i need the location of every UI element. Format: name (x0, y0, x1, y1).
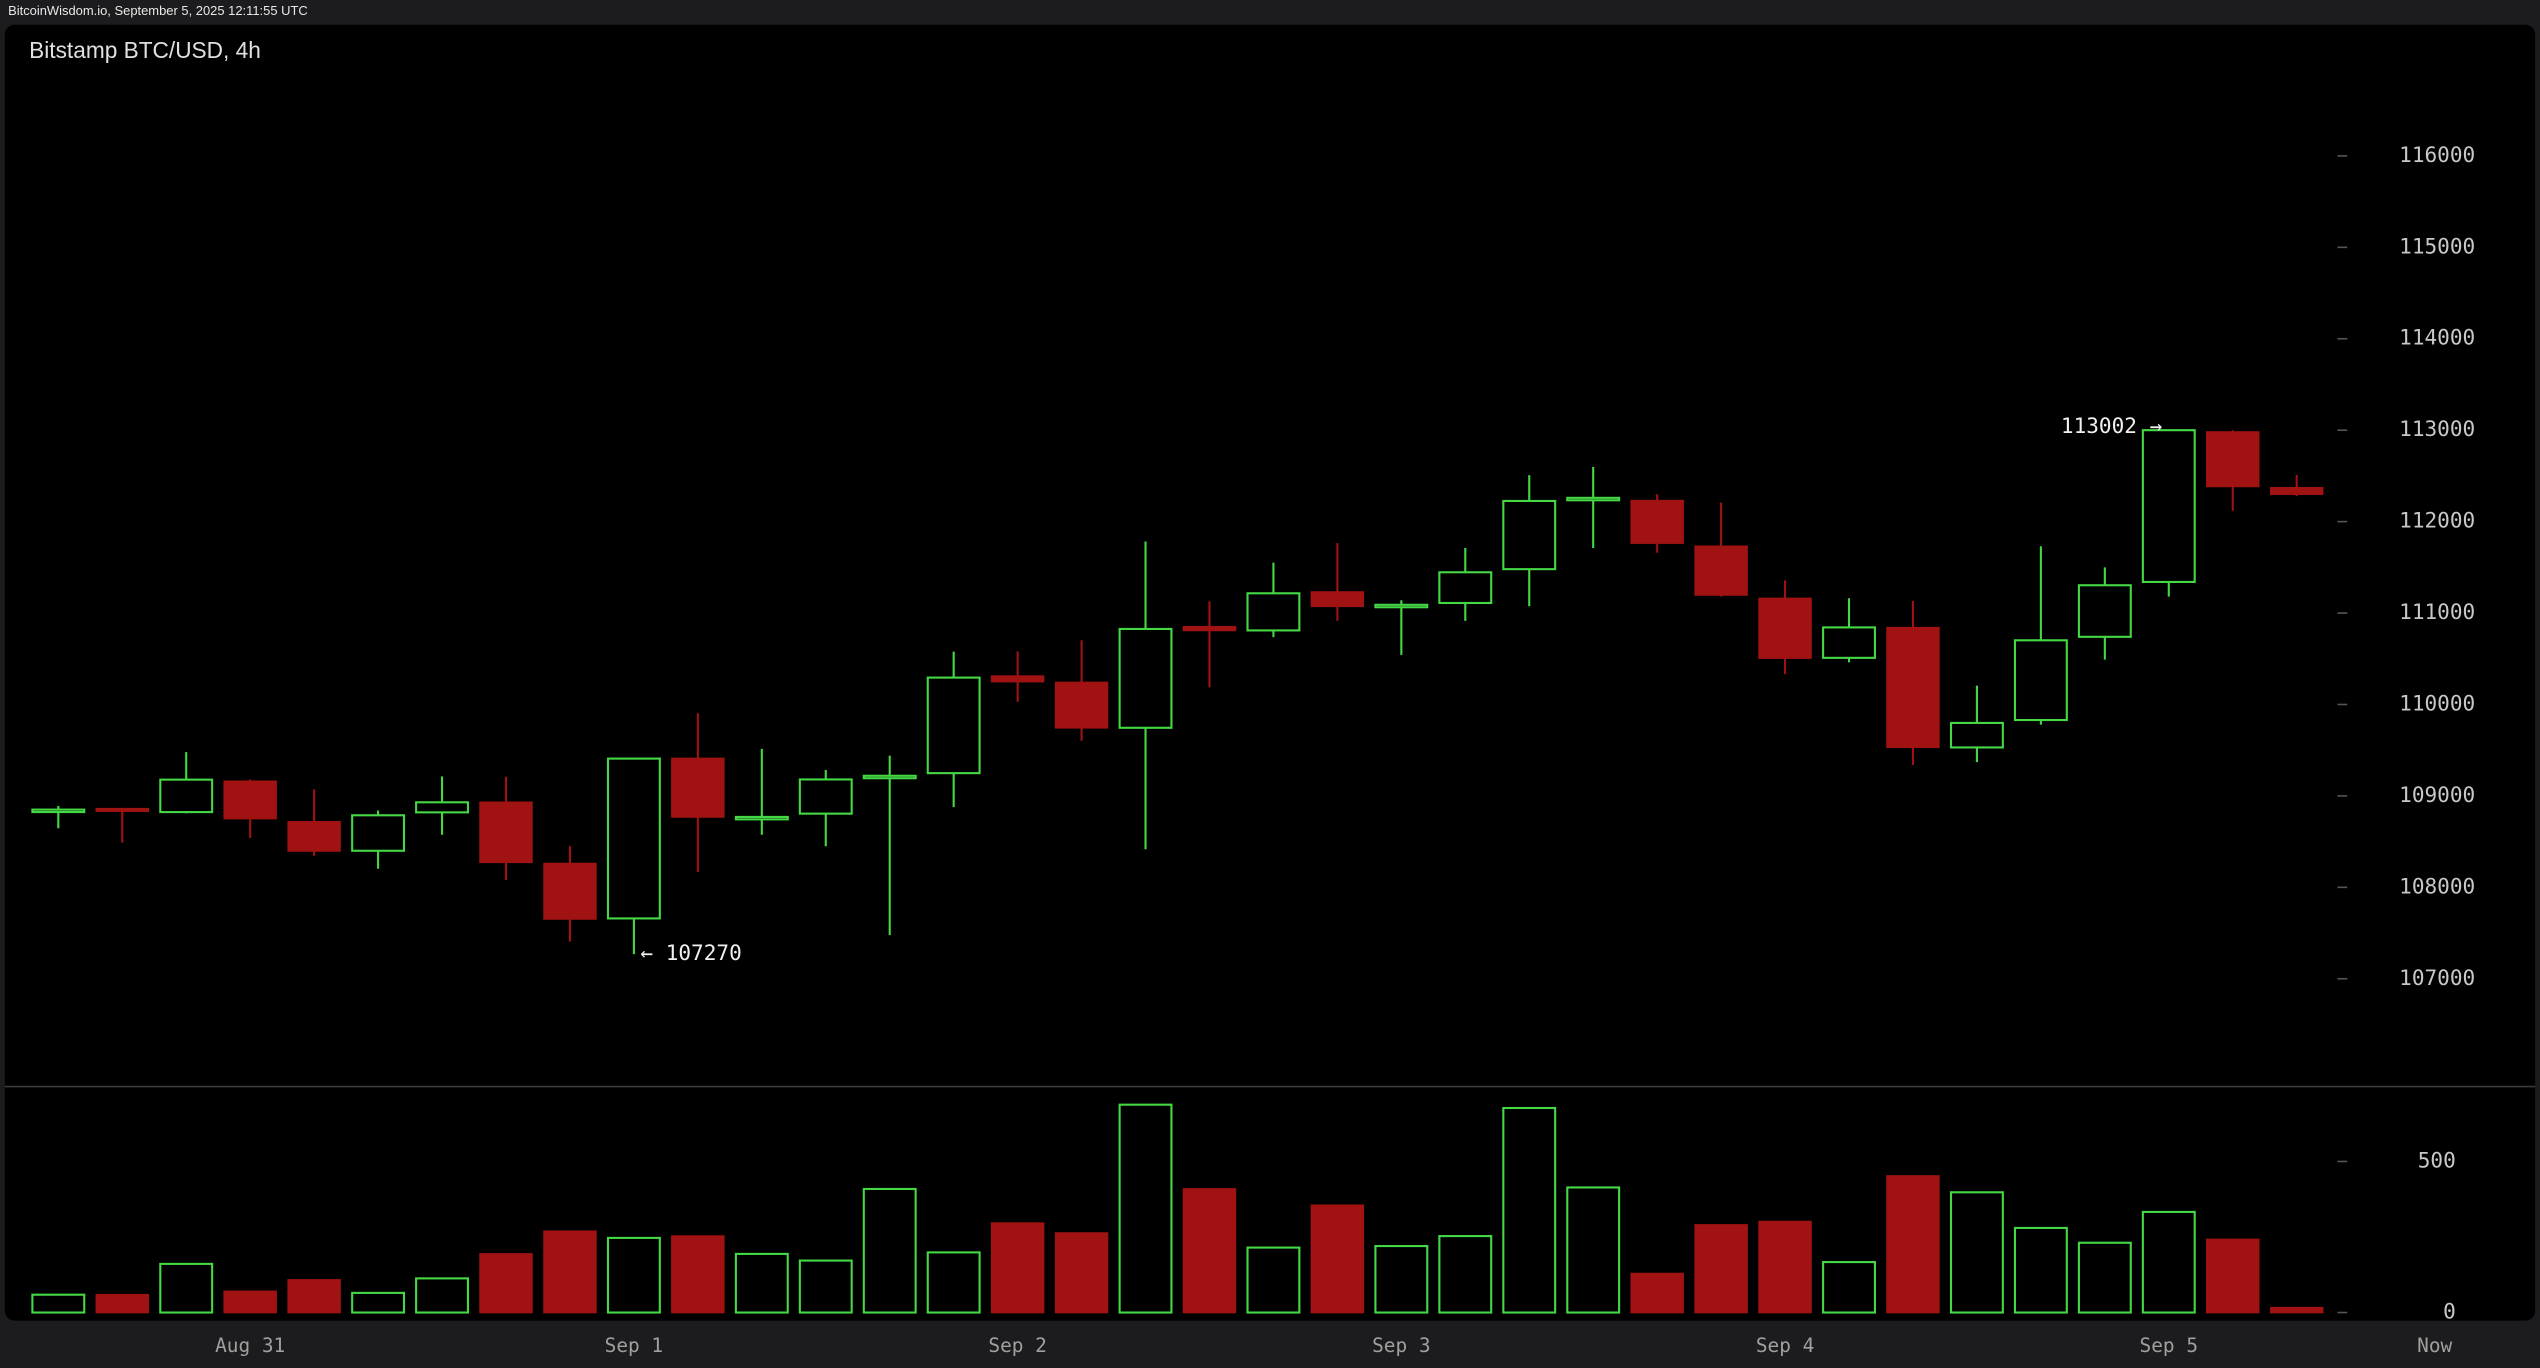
volume-bar (2141, 1210, 2196, 1314)
volume-bar (606, 1236, 661, 1314)
volume-bar (1438, 1235, 1493, 1314)
y-tick-label: 111000 (2399, 599, 2475, 624)
volume-bar (95, 1293, 149, 1314)
y-tick-label: 110000 (2399, 690, 2475, 715)
volume-bar (1374, 1245, 1429, 1314)
candle-body (798, 778, 853, 815)
candle-body (31, 808, 86, 814)
low-annotation: ← 107270 (640, 940, 741, 965)
volume-bar (351, 1291, 406, 1314)
volume-bar (1310, 1204, 1365, 1314)
candle-body (1054, 681, 1109, 729)
candle-body (990, 675, 1045, 683)
candle-body (351, 814, 406, 852)
volume-bar (415, 1277, 470, 1314)
candle-body (159, 778, 214, 814)
x-tick-label: Sep 1 (605, 1334, 663, 1357)
candle-body (1118, 627, 1173, 729)
candle-body (1438, 571, 1493, 605)
volume-bar (1566, 1186, 1621, 1314)
candle-body (2141, 429, 2196, 584)
candle-body (926, 676, 981, 775)
now-label: Now (2417, 1334, 2452, 1357)
x-tick-label: Aug 31 (215, 1334, 285, 1357)
y-tick-label: 108000 (2399, 873, 2475, 898)
candle-body (2206, 431, 2260, 488)
chart-title: Bitstamp BTC/USD, 4h (29, 37, 261, 63)
volume-bar (2077, 1241, 2132, 1314)
x-tick-label: Sep 3 (1372, 1334, 1430, 1357)
candle-body (2269, 486, 2324, 495)
candle-body (1374, 603, 1429, 609)
candle-body (223, 780, 277, 820)
candle-body (1246, 592, 1301, 632)
candle-body (1758, 597, 1812, 659)
volume-bar (2013, 1226, 2068, 1314)
volume-bar (862, 1187, 917, 1314)
y-tick-label: 107000 (2399, 965, 2475, 990)
volume-bar (1054, 1232, 1109, 1314)
y-tick-label: 115000 (2399, 233, 2475, 258)
volume-bar (159, 1262, 214, 1314)
volume-bar (1630, 1272, 1684, 1314)
volume-bar (1694, 1224, 1748, 1314)
volume-bar (990, 1222, 1045, 1314)
candle-body (862, 774, 917, 780)
candle-body (1182, 625, 1237, 632)
candle-body (606, 757, 661, 920)
volume-bar (479, 1253, 533, 1314)
candle-body (1502, 499, 1557, 571)
candle-body (1630, 499, 1684, 544)
volume-bar (31, 1293, 86, 1314)
volume-bar (543, 1230, 597, 1314)
x-tick-label: Sep 5 (2140, 1334, 2198, 1357)
y-tick-label: 109000 (2399, 782, 2475, 807)
volume-bar (1758, 1220, 1812, 1314)
volume-bar (798, 1259, 853, 1314)
y-tick-label: 113000 (2399, 416, 2475, 441)
candle-body (543, 862, 597, 920)
volume-bar (1502, 1106, 1557, 1314)
y-tick-label: 116000 (2399, 142, 2475, 167)
candle-body (2013, 639, 2068, 722)
y-tick-label: 112000 (2399, 508, 2475, 533)
candle-body (671, 757, 725, 818)
volume-bar (671, 1235, 725, 1314)
volume-tick-label: 0 (2443, 1299, 2456, 1324)
candle-body (1822, 626, 1876, 659)
volume-bar (1118, 1103, 1173, 1314)
high-annotation: 113002 → (2061, 413, 2162, 438)
volume-bar (287, 1279, 341, 1314)
volume-bar (1182, 1188, 1237, 1314)
x-tick-label: Sep 4 (1756, 1334, 1814, 1357)
volume-bar (734, 1252, 789, 1314)
candle-body (479, 801, 533, 864)
volume-bar (1886, 1175, 1940, 1314)
candle-body (1949, 721, 2004, 749)
candle-body (1310, 591, 1365, 608)
volume-tick-label: 500 (2418, 1147, 2456, 1172)
candle-body (2077, 584, 2132, 638)
volume-bar (926, 1251, 981, 1314)
volume-bar (1822, 1261, 1876, 1314)
x-tick-label: Sep 2 (988, 1334, 1046, 1357)
volume-bar (1246, 1246, 1301, 1314)
volume-bar (2269, 1306, 2324, 1314)
candle-body (1566, 496, 1621, 502)
candle-body (1694, 545, 1748, 596)
volume-bar (223, 1290, 277, 1314)
candle-body (95, 807, 149, 812)
candle-body (287, 820, 341, 852)
candle-body (734, 815, 789, 821)
volume-bar (2206, 1238, 2260, 1314)
candle-body (1886, 626, 1940, 749)
header: BitcoinWisdom.io, September 5, 2025 12:1… (8, 3, 308, 18)
candle-body (415, 801, 470, 814)
chart-panel (4, 24, 2536, 1321)
y-tick-label: 114000 (2399, 325, 2475, 350)
volume-bar (1949, 1191, 2004, 1314)
